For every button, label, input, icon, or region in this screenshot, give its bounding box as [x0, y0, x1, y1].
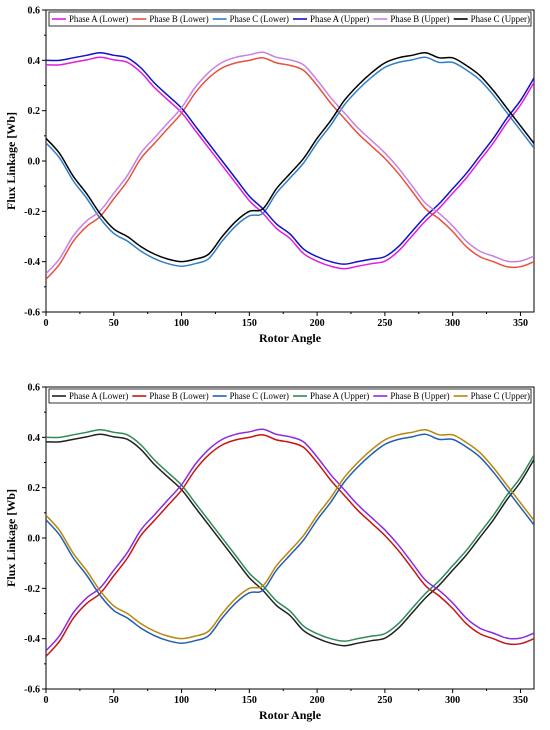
legend-label-5: Phase B (Upper) — [390, 391, 449, 401]
legend-label-6: Phase C (Upper) — [471, 14, 530, 24]
legend-label-4: Phase A (Upper) — [310, 391, 369, 401]
y-tick-label: -0.2 — [24, 207, 40, 218]
x-tick-label: 200 — [310, 318, 325, 329]
legend-box — [48, 388, 532, 404]
x-tick-label: 350 — [513, 318, 528, 329]
x-tick-label: 150 — [242, 695, 257, 706]
legend-label-4: Phase A (Upper) — [310, 14, 369, 24]
series-line-5 — [46, 51, 534, 275]
legend-label-3: Phase C (Lower) — [230, 14, 289, 24]
x-tick-label: 200 — [310, 695, 325, 706]
legend-label-1: Phase A (Lower) — [69, 14, 128, 24]
x-tick-label: 350 — [513, 695, 528, 706]
y-tick-label: 0.4 — [28, 433, 41, 444]
series-line-3 — [46, 433, 534, 644]
x-tick-label: 50 — [109, 695, 119, 706]
x-tick-label: 50 — [109, 318, 119, 329]
legend-label-5: Phase B (Upper) — [390, 14, 449, 24]
series-line-6 — [46, 428, 534, 640]
series-line-5 — [46, 428, 534, 652]
y-tick-label: -0.6 — [24, 308, 40, 319]
legend-label-6: Phase C (Upper) — [471, 391, 530, 401]
x-axis-label: Rotor Angle — [259, 708, 322, 722]
y-tick-label: 0.4 — [28, 56, 41, 67]
legend-box — [48, 11, 532, 27]
legend-label-3: Phase C (Lower) — [230, 391, 289, 401]
x-axis-label: Rotor Angle — [259, 331, 322, 345]
x-tick-label: 0 — [44, 695, 49, 706]
y-tick-label: 0.0 — [28, 534, 41, 545]
series-line-1 — [46, 56, 534, 270]
x-tick-label: 300 — [445, 695, 460, 706]
x-tick-label: 250 — [377, 695, 392, 706]
chart-panel-1: 0 50 100 150 200 250 300 350 -0.6 -0.4 -0.2 0.0 0.2 0… — [4, 6, 535, 345]
x-tick-label: 150 — [242, 318, 257, 329]
series-line-6 — [46, 51, 534, 263]
series-line-4 — [46, 429, 534, 642]
series-line-1 — [46, 433, 534, 647]
series-line-2 — [46, 434, 534, 657]
x-tick-label: 100 — [174, 318, 189, 329]
legend-label-2: Phase B (Lower) — [149, 391, 208, 401]
series-line-3 — [46, 56, 534, 267]
y-tick-label: -0.4 — [24, 634, 40, 645]
series-line-4 — [46, 52, 534, 265]
chart-panel-2: 0 50 100 150 200 250 300 350 -0.6 -0.4 -0.2 0.0 0.2 0… — [4, 383, 535, 722]
x-tick-label: 300 — [445, 318, 460, 329]
legend-label-2: Phase B (Lower) — [149, 14, 208, 24]
series-line-2 — [46, 57, 534, 280]
y-tick-label: 0.6 — [28, 6, 41, 17]
y-tick-label: -0.2 — [24, 584, 40, 595]
y-tick-label: -0.6 — [24, 685, 40, 696]
x-tick-label: 0 — [44, 318, 49, 329]
legend-label-1: Phase A (Lower) — [69, 391, 128, 401]
x-tick-label: 100 — [174, 695, 189, 706]
y-tick-label: 0.2 — [28, 106, 41, 117]
y-tick-label: 0.6 — [28, 383, 41, 394]
x-tick-label: 250 — [377, 318, 392, 329]
y-tick-label: 0.2 — [28, 483, 41, 494]
y-axis-label: Flux Linkage [Wb] — [4, 489, 18, 587]
y-tick-label: -0.4 — [24, 257, 40, 268]
y-tick-label: 0.0 — [28, 157, 41, 168]
y-axis-label: Flux Linkage [Wb] — [4, 112, 18, 210]
